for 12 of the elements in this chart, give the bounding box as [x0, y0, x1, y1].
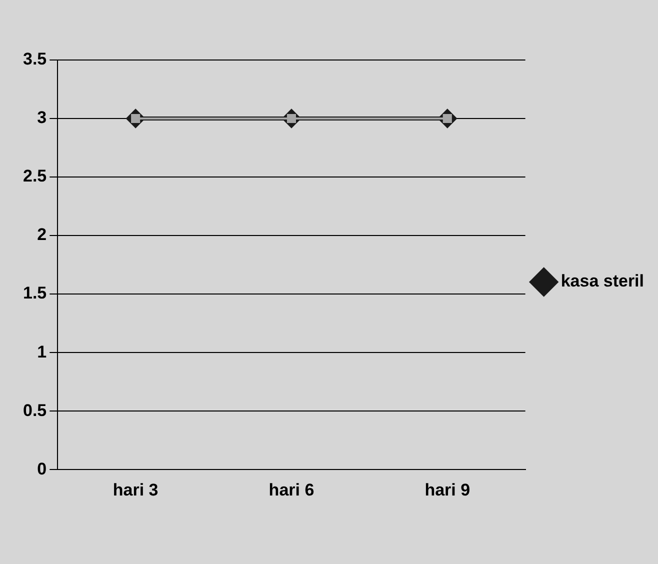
- y-tick-label: 0.5: [22, 400, 47, 420]
- x-tick-label: hari 6: [268, 480, 314, 500]
- x-tick-label: hari 3: [112, 480, 158, 500]
- y-tick-label: 3.5: [22, 50, 47, 69]
- y-tick-label: 2.5: [22, 166, 47, 186]
- y-tick-label: 0: [37, 459, 47, 478]
- y-tick-label: 1.5: [22, 284, 47, 303]
- y-tick-label: 1: [37, 342, 47, 362]
- y-tick-label: 2: [37, 225, 47, 244]
- x-tick-label: hari 9: [424, 480, 470, 500]
- y-tick-label: 3: [37, 108, 47, 128]
- legend-label: kasa steril: [560, 272, 644, 291]
